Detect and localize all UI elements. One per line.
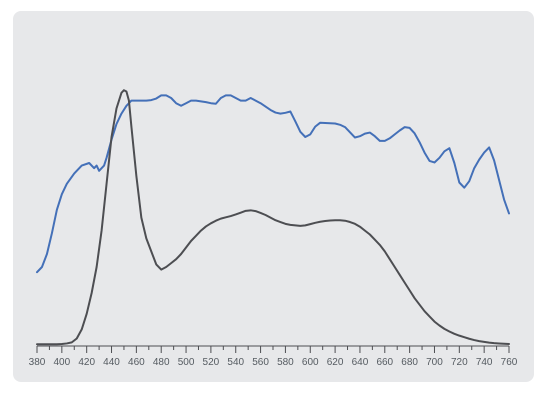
x-tick-label: 660 xyxy=(376,357,393,368)
x-tick-label: 540 xyxy=(227,357,244,368)
x-tick-label: 460 xyxy=(128,357,145,368)
x-tick-label: 500 xyxy=(178,357,195,368)
x-tick-label: 440 xyxy=(103,357,120,368)
chart-panel xyxy=(13,11,534,382)
x-tick-label: 580 xyxy=(277,357,294,368)
x-tick-label: 380 xyxy=(29,357,46,368)
x-tick-label: 560 xyxy=(252,357,269,368)
x-tick-label: 680 xyxy=(401,357,418,368)
x-tick-label: 720 xyxy=(451,357,468,368)
x-tick-label: 400 xyxy=(53,357,70,368)
x-tick-label: 700 xyxy=(426,357,443,368)
x-axis-ticks: 380 400 420 440 460 480 500 520 540 560 580 600 620 6… xyxy=(29,346,518,368)
series-layer xyxy=(36,89,510,346)
x-tick-label: 520 xyxy=(203,357,220,368)
series-line-2 xyxy=(36,89,510,346)
x-tick-label: 760 xyxy=(501,357,518,368)
x-tick-label: 640 xyxy=(352,357,369,368)
x-tick-label: 480 xyxy=(153,357,170,368)
x-tick-label: 600 xyxy=(302,357,319,368)
x-tick-label: 740 xyxy=(476,357,493,368)
x-tick-label: 620 xyxy=(327,357,344,368)
x-tick-label: 420 xyxy=(78,357,95,368)
series-line-1 xyxy=(36,94,510,274)
